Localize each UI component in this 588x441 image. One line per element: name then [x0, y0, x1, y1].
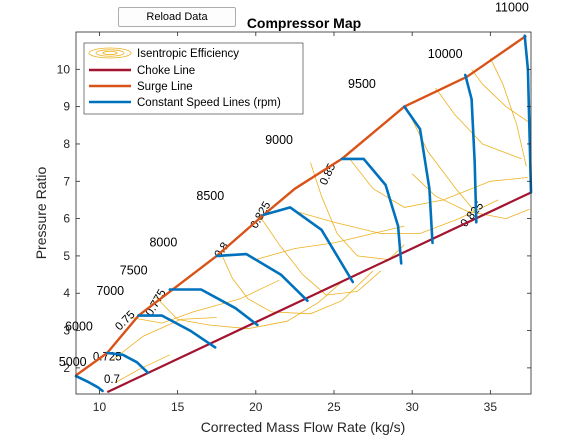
- rpm-label-9000: 9000: [265, 133, 293, 147]
- efficiency-contour: [114, 354, 170, 384]
- x-tick-label: 35: [484, 400, 498, 414]
- chart-title: Compressor Map: [247, 15, 361, 31]
- x-tick-label: 25: [327, 400, 341, 414]
- x-axis-ticks: 10 15 20 25 30 35: [93, 32, 498, 414]
- efficiency-contour: [155, 281, 343, 330]
- legend: Isentropic Efficiency Choke Line Surge L…: [83, 42, 304, 115]
- y-tick-label: 8: [63, 137, 70, 151]
- speed-line-9500: [403, 105, 434, 245]
- efficiency-contour: [349, 158, 528, 208]
- y-tick-label: 10: [57, 62, 71, 76]
- efficiency-contour: [435, 87, 522, 160]
- speed-line-9000: [340, 157, 403, 265]
- y-tick-label: 7: [63, 174, 70, 188]
- x-tick-label: 30: [405, 400, 419, 414]
- speed-line-10000: [464, 73, 478, 224]
- reload-data-button[interactable]: Reload Data: [118, 7, 236, 27]
- rpm-label-8000: 8000: [149, 236, 177, 250]
- efficiency-contour: [471, 69, 529, 122]
- boundary-lines: [75, 34, 532, 394]
- efficiency-contour: [411, 173, 530, 220]
- efficiency-contour: [489, 57, 527, 167]
- legend-label-efficiency: Isentropic Efficiency: [137, 48, 239, 60]
- speed-line-5000: [74, 374, 104, 393]
- choke-line: [106, 191, 532, 394]
- efficiency-label: 0.7: [104, 374, 120, 386]
- rpm-label-10000: 10000: [428, 47, 463, 61]
- efficiency-contour: [255, 225, 405, 260]
- efficiency-contour: [258, 214, 382, 296]
- rpm-label-11000: 11000: [495, 0, 529, 14]
- efficiency-contour: [221, 253, 374, 315]
- rpm-label-7500: 7500: [120, 264, 148, 278]
- rpm-label-5000: 5000: [59, 355, 87, 369]
- y-axis-ticks: 2 3 4 5 6 7 8 9 10: [57, 62, 531, 375]
- speed-line-8500: [262, 206, 355, 284]
- x-tick-label: 10: [93, 400, 107, 414]
- legend-label-speed: Constant Speed Lines (rpm): [137, 97, 281, 109]
- efficiency-contour: [405, 106, 476, 212]
- y-axis-label: Pressure Ratio: [33, 166, 49, 259]
- legend-label-choke: Choke Line: [137, 65, 195, 77]
- rpm-label-9500: 9500: [348, 77, 376, 91]
- y-tick-label: 4: [63, 286, 70, 300]
- y-tick-label: 3: [63, 324, 70, 338]
- efficiency-contours: [111, 57, 530, 384]
- y-tick-label: 6: [63, 212, 70, 226]
- speed-line-8000: [215, 252, 309, 302]
- y-tick-label: 2: [63, 361, 70, 375]
- efficiency-contour: [294, 199, 499, 234]
- constant-speed-lines: [74, 34, 533, 393]
- rpm-label-6000: 6000: [65, 320, 93, 334]
- y-tick-label: 5: [63, 249, 70, 263]
- speed-line-7500: [168, 288, 259, 327]
- x-tick-label: 15: [171, 400, 185, 414]
- x-tick-label: 20: [249, 400, 263, 414]
- rpm-label-7000: 7000: [96, 284, 124, 298]
- efficiency-contour: [130, 279, 280, 324]
- y-tick-label: 9: [63, 100, 70, 114]
- speed-line-7000: [137, 314, 217, 349]
- efficiency-contour: [111, 317, 217, 361]
- legend-swatch-efficiency: [88, 47, 132, 59]
- x-axis-label: Corrected Mass Flow Rate (kg/s): [201, 419, 406, 435]
- legend-label-surge: Surge Line: [137, 81, 193, 93]
- rpm-label-8500: 8500: [196, 189, 224, 203]
- speed-line-6000: [106, 351, 150, 374]
- surge-line: [75, 34, 527, 377]
- plot-frame: [75, 31, 532, 395]
